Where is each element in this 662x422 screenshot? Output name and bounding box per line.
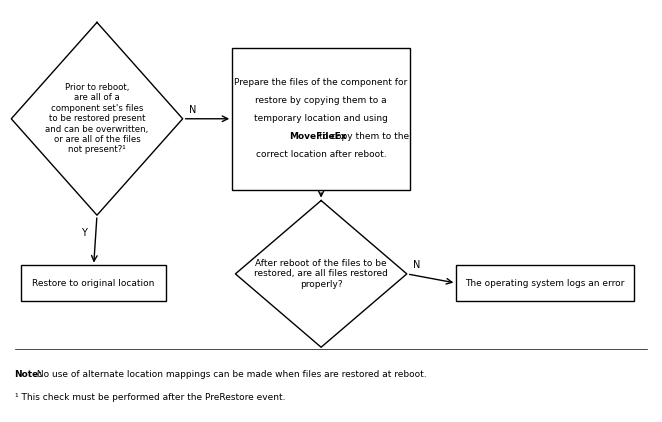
Text: No use of alternate location mappings can be made when files are restored at reb: No use of alternate location mappings ca… <box>34 370 427 379</box>
Text: N: N <box>189 105 197 115</box>
Text: Y: Y <box>81 228 87 238</box>
FancyBboxPatch shape <box>232 48 410 190</box>
Text: The operating system logs an error: The operating system logs an error <box>465 279 625 288</box>
Text: restore by copying them to a: restore by copying them to a <box>256 96 387 105</box>
Text: to copy them to the: to copy them to the <box>319 133 409 141</box>
FancyBboxPatch shape <box>21 265 166 301</box>
Text: Restore to original location: Restore to original location <box>32 279 155 288</box>
Text: Prior to reboot,
are all of a
component set's files
to be restored present
and c: Prior to reboot, are all of a component … <box>46 83 148 154</box>
Text: temporary location and using: temporary location and using <box>254 114 388 123</box>
Text: ¹ This check must be performed after the PreRestore event.: ¹ This check must be performed after the… <box>15 393 285 402</box>
Text: Prepare the files of the component for: Prepare the files of the component for <box>234 78 408 87</box>
Text: After reboot of the files to be
restored, are all files restored
properly?: After reboot of the files to be restored… <box>254 259 388 289</box>
Text: Note:: Note: <box>15 370 42 379</box>
FancyBboxPatch shape <box>456 265 634 301</box>
Text: MoveFileEx: MoveFileEx <box>289 133 347 141</box>
Text: N: N <box>413 260 421 270</box>
Text: correct location after reboot.: correct location after reboot. <box>256 150 387 160</box>
